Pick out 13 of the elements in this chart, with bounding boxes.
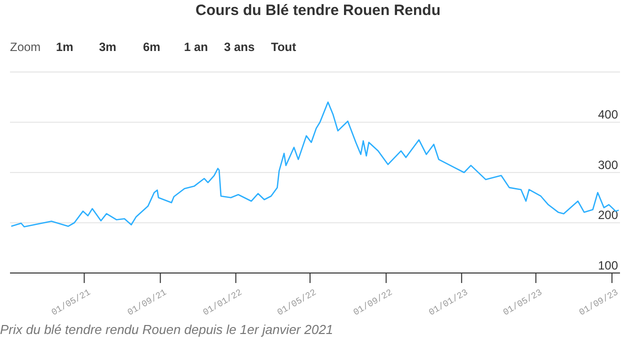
text: 6m <box>143 40 160 54</box>
text: 3m <box>99 40 116 54</box>
text: Prix du blé tendre rendu Rouen depuis le 1er janvier 2021 <box>0 322 334 337</box>
text: 1m <box>56 40 74 54</box>
text: Zoom <box>10 40 41 54</box>
y-tick-label: 200 <box>598 208 618 222</box>
text: Tout <box>271 40 296 54</box>
y-tick-label: 400 <box>598 108 618 122</box>
chart-title: Cours du Blé tendre Rouen Rendu <box>195 2 441 19</box>
y-tick-label: 100 <box>598 258 618 272</box>
y-tick-label: 300 <box>598 158 618 172</box>
text: 1 an <box>184 40 208 54</box>
text: 3 ans <box>224 40 256 54</box>
